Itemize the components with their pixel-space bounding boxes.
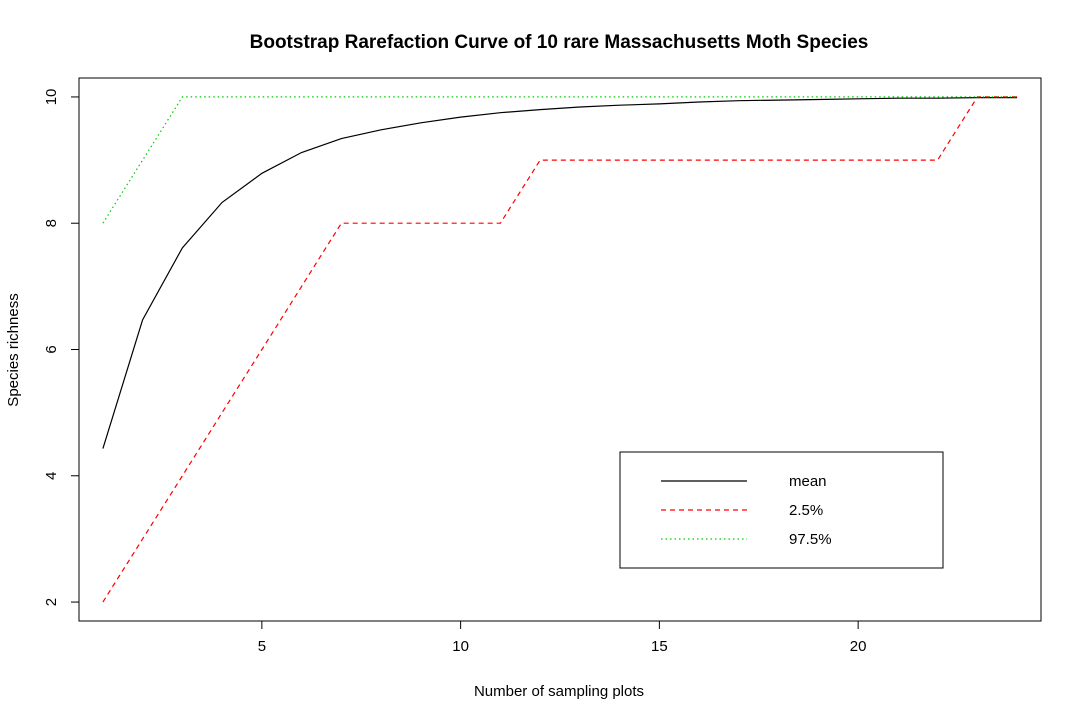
legend-label: 97.5% — [789, 531, 832, 548]
legend: mean 2.5% 97.5% — [619, 451, 944, 569]
x-tick-label: 10 — [452, 638, 469, 655]
y-tick-label: 8 — [43, 219, 60, 227]
legend-box — [619, 451, 944, 569]
x-tick-label: 15 — [651, 638, 668, 655]
y-tick-label: 4 — [43, 472, 60, 480]
x-axis: 5 10 15 20 — [258, 621, 867, 655]
x-tick-label: 20 — [850, 638, 867, 655]
y-axis: 2 4 6 8 10 — [43, 89, 79, 606]
y-axis-label: Species richness — [5, 293, 22, 406]
legend-items: mean 2.5% 97.5% — [661, 473, 832, 548]
legend-label: 2.5% — [789, 502, 823, 519]
y-tick-label: 10 — [43, 89, 60, 106]
series-line-97-5- — [102, 96, 1018, 224]
y-tick-label: 6 — [43, 345, 60, 353]
x-tick-label: 5 — [258, 638, 266, 655]
x-axis-label: Number of sampling plots — [474, 683, 644, 700]
chart-title: Bootstrap Rarefaction Curve of 10 rare M… — [250, 32, 869, 53]
y-tick-label: 2 — [43, 598, 60, 606]
series-layer — [102, 96, 1018, 603]
series-line-mean — [102, 96, 1018, 449]
legend-label: mean — [789, 473, 827, 490]
